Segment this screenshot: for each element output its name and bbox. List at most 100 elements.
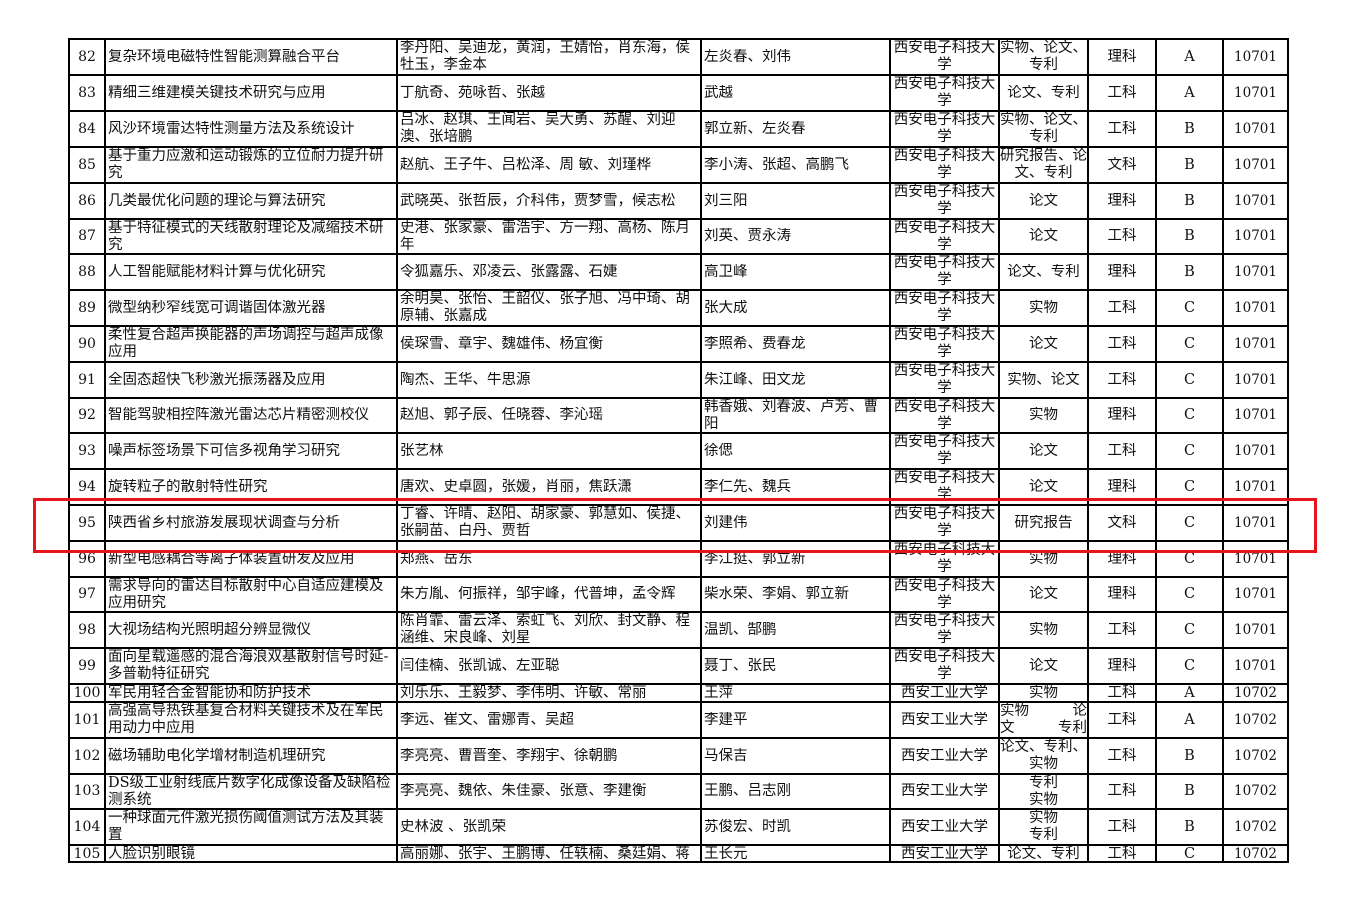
members-cell: 赵旭、郭子辰、任晓蓉、李沁瑶 xyxy=(396,397,702,434)
institution-code-cell: 10701 xyxy=(1222,540,1289,578)
row-number-cell: 89 xyxy=(68,289,106,327)
institution-code-cell: 10701 xyxy=(1222,182,1289,220)
discipline-cell: 理科 xyxy=(1087,647,1157,685)
table-row: 104 一种球面元件激光损伤阈值测试方法及其装置 史林波 、张凯荣 苏俊宏、时凯 西安工… xyxy=(68,808,1289,846)
members: 武晓英、张哲辰，介科伟，贾梦雪，候志松 xyxy=(400,192,676,209)
leaders-cell: 李江挺、郭立新 xyxy=(700,540,891,578)
leaders: 武越 xyxy=(704,84,733,101)
outcome-type: 实物、论文、专利 xyxy=(1000,112,1087,145)
project-name: 风沙环境雷达特性测量方法及系统设计 xyxy=(108,120,355,137)
grade: A xyxy=(1184,711,1195,728)
institution: 西安电子科技大学 xyxy=(893,327,996,360)
institution-code: 10702 xyxy=(1234,747,1277,764)
project-name-cell: 几类最优化问题的理论与算法研究 xyxy=(104,182,398,220)
grade: B xyxy=(1184,156,1195,173)
discipline-cell: 工科 xyxy=(1087,737,1157,775)
project-name: 人脸识别眼镜 xyxy=(108,846,195,861)
members-cell: 李丹阳、吴迪龙，黄润，王婧怡，肖东海，侯牡玉，李金本 xyxy=(396,38,702,76)
table-row: 91 全固态超快飞秒激光振荡器及应用 陶杰、王华、牛思源 朱江峰、田文龙 西安电子科技大… xyxy=(68,361,1289,399)
institution: 西安电子科技大学 xyxy=(893,220,996,253)
institution-code: 10701 xyxy=(1234,192,1277,209)
outcome-type: 实物 xyxy=(1029,685,1058,701)
grade-cell: B xyxy=(1155,146,1224,184)
institution-cell: 西安电子科技大学 xyxy=(889,74,1000,112)
members-cell: 侯琛雪、章宇、魏雄伟、杨宜衡 xyxy=(396,325,702,363)
institution-code-cell: 10702 xyxy=(1222,844,1289,863)
project-name-cell: 柔性复合超声换能器的声场调控与超声成像应用 xyxy=(104,325,398,363)
discipline: 工科 xyxy=(1107,299,1137,316)
discipline-cell: 工科 xyxy=(1087,773,1157,810)
table-row: 86 几类最优化问题的理论与算法研究 武晓英、张哲辰，介科伟，贾梦雪，候志松 刘三阳 西… xyxy=(68,182,1289,220)
institution-code-cell: 10701 xyxy=(1222,289,1289,327)
institution-code-cell: 10701 xyxy=(1222,611,1289,649)
project-name: DS级工业射线底片数字化成像设备及缺陷检测系统 xyxy=(108,775,391,808)
grade: B xyxy=(1184,192,1195,209)
discipline-cell: 工科 xyxy=(1087,325,1157,363)
members: 余明昊、张怡、王韶仪、张子旭、冯中琦、胡原辅、张嘉成 xyxy=(400,291,690,324)
leaders: 朱江峰、田文龙 xyxy=(704,371,806,388)
table-row: 96 新型电感耦合等离子体装置研发及应用 郑燕、岳东 李江挺、郭立新 西安电子科技大学 实… xyxy=(68,540,1289,578)
institution: 西安工业大学 xyxy=(901,846,988,861)
discipline: 理科 xyxy=(1107,263,1137,280)
discipline-cell: 文科 xyxy=(1087,146,1157,184)
row-number-cell: 82 xyxy=(68,38,106,76)
table-row: 83 精细三维建模关键技术研究与应用 丁航奇、苑咏哲、张越 武越 西安电子科技大学 论文、… xyxy=(68,74,1289,112)
outcome-type-cell: 实物 xyxy=(998,683,1089,703)
outcome-type-cell: 实物 xyxy=(998,611,1089,649)
institution-code-cell: 10702 xyxy=(1222,737,1289,775)
discipline-cell: 理科 xyxy=(1087,540,1157,578)
discipline-cell: 工科 xyxy=(1087,701,1157,739)
outcome-type-cell: 实物 论 文 专利 xyxy=(998,701,1089,739)
discipline: 理科 xyxy=(1107,478,1137,495)
outcome-type-cell: 论文 xyxy=(998,325,1089,363)
institution-code-cell: 10701 xyxy=(1222,432,1289,470)
project-name-cell: 大视场结构光照明超分辨显微仪 xyxy=(104,611,398,649)
leaders: 徐偲 xyxy=(704,442,733,459)
project-name: 微型纳秒窄线宽可调谐固体激光器 xyxy=(108,299,326,316)
institution-code: 10701 xyxy=(1234,550,1277,567)
discipline: 工科 xyxy=(1107,711,1137,728)
institution: 西安电子科技大学 xyxy=(893,434,996,467)
row-number-cell: 96 xyxy=(68,540,106,578)
project-name-cell: 人工智能赋能材料计算与优化研究 xyxy=(104,253,398,291)
table-row: 103 DS级工业射线底片数字化成像设备及缺陷检测系统 李亮亮、魏依、朱佳豪、张意、… xyxy=(68,773,1289,810)
members-cell: 陶杰、王华、牛思源 xyxy=(396,361,702,399)
leaders: 高卫峰 xyxy=(704,263,748,280)
members: 闫佳楠、张凯诚、左亚聪 xyxy=(400,657,560,674)
row-number: 96 xyxy=(78,550,96,567)
grade: C xyxy=(1183,621,1196,638)
grade: B xyxy=(1184,783,1195,799)
project-name-cell: 面向星载遥感的混合海浪双基散射信号时延-多普勒特征研究 xyxy=(104,647,398,685)
institution-code-cell: 10701 xyxy=(1222,576,1289,613)
project-name-cell: 智能驾驶相控阵激光雷达芯片精密测校仪 xyxy=(104,397,398,434)
discipline: 工科 xyxy=(1107,783,1137,799)
grade: C xyxy=(1183,657,1196,674)
institution-cell: 西安电子科技大学 xyxy=(889,647,1000,685)
outcome-type: 论文 xyxy=(1029,192,1058,209)
grade-cell: B xyxy=(1155,773,1224,810)
project-name: 噪声标签场景下可信多视角学习研究 xyxy=(108,442,340,459)
discipline-cell: 工科 xyxy=(1087,110,1157,148)
table-row: 90 柔性复合超声换能器的声场调控与超声成像应用 侯琛雪、章宇、魏雄伟、杨宜衡 李照希… xyxy=(68,325,1289,363)
leaders: 韩香娥、刘春波、卢芳、曹阳 xyxy=(704,399,878,432)
grade: C xyxy=(1183,299,1196,316)
project-name-cell: 一种球面元件激光损伤阈值测试方法及其装置 xyxy=(104,808,398,846)
grade-cell: C xyxy=(1155,361,1224,399)
table-row: 85 基于重力应激和运动锻炼的立位耐力提升研究 赵航、王子牛、吕松泽、周 敏、刘瑾桦… xyxy=(68,146,1289,184)
grade-cell: B xyxy=(1155,808,1224,846)
institution: 西安工业大学 xyxy=(901,783,988,799)
members-cell: 刘乐乐、王毅梦、李伟明、许敏、常丽 xyxy=(396,683,702,703)
members-cell: 吕冰、赵琪、王闻岩、吴大勇、苏醒、刘迎澳、张培鹏 xyxy=(396,110,702,148)
leaders-cell: 王鹏、吕志刚 xyxy=(700,773,891,810)
leaders-cell: 李建平 xyxy=(700,701,891,739)
outcome-type: 论文 xyxy=(1029,442,1058,459)
leaders: 聂丁、张民 xyxy=(704,657,777,674)
table-row: 89 微型纳秒窄线宽可调谐固体激光器 余明昊、张怡、王韶仪、张子旭、冯中琦、胡原辅、… xyxy=(68,289,1289,327)
outcome-type-cell: 论文、专利、实物 xyxy=(998,737,1089,775)
outcome-type-cell: 论文 xyxy=(998,468,1089,506)
institution: 西安电子科技大学 xyxy=(893,578,996,611)
institution-cell: 西安电子科技大学 xyxy=(889,182,1000,220)
discipline-cell: 工科 xyxy=(1087,289,1157,327)
institution-code: 10701 xyxy=(1234,586,1277,602)
outcome-type: 研究报告、论文、专利 xyxy=(1000,148,1087,181)
